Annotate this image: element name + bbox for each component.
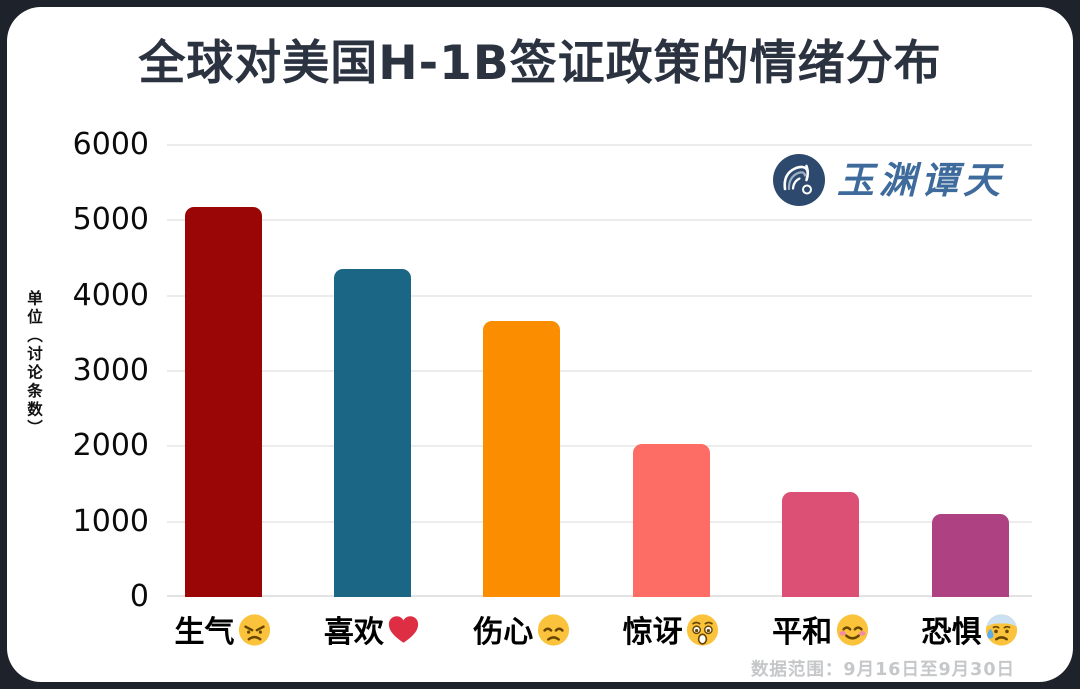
gridline-4000	[167, 294, 1032, 297]
data-range-note: 数据范围：9月16日至9月30日	[750, 660, 1015, 680]
x-axis-baseline	[167, 595, 1032, 597]
gridline-5000	[167, 219, 1032, 222]
bar-astonished	[632, 444, 710, 597]
category-text: 生气	[174, 615, 235, 650]
brand-logo: 玉渊谭天	[772, 153, 1005, 207]
y-tick-5000: 5000	[72, 202, 149, 238]
gridline-2000	[167, 445, 1032, 448]
category-label-blush: 平和	[772, 606, 869, 652]
category-text: 平和	[772, 615, 833, 650]
bar-anxious	[931, 514, 1009, 597]
y-axis-ticks: 0 1000 2000 3000 4000 5000 6000	[7, 127, 149, 614]
wave-logo-icon	[773, 154, 825, 206]
angry-emoji-icon	[238, 614, 271, 646]
y-tick-0: 0	[129, 579, 149, 614]
anxious-emoji-icon	[985, 614, 1018, 646]
astonished-emoji-icon	[687, 614, 719, 646]
bar-blush	[782, 491, 860, 597]
gridline-6000	[167, 144, 1032, 146]
y-tick-1000: 1000	[72, 503, 149, 539]
category-label-astonished: 惊讶	[623, 606, 720, 652]
bar-angry	[184, 206, 262, 597]
category-text: 喜欢	[323, 615, 384, 650]
gridline-3000	[167, 370, 1032, 372]
sad-emoji-icon	[537, 614, 569, 646]
blush-emoji-icon	[836, 614, 868, 646]
category-text: 恐惧	[921, 615, 982, 650]
gridline-1000	[167, 520, 1032, 523]
y-axis-label: 单位（讨论条数）	[25, 290, 43, 438]
category-label-angry: 生气	[175, 606, 272, 652]
category-label-heart: 喜欢	[324, 606, 421, 652]
chart-card: 全球对美国H-1B签证政策的情绪分布 玉渊谭天 单位（讨论条数） 0 1000 20…	[7, 7, 1073, 682]
y-tick-4000: 4000	[72, 277, 149, 313]
heart-emoji-icon	[389, 616, 419, 643]
plot-area	[167, 144, 1032, 597]
bar-heart	[333, 268, 411, 597]
category-label-anxious: 恐惧	[922, 606, 1019, 652]
y-tick-2000: 2000	[72, 428, 149, 464]
chart-title: 全球对美国H-1B签证政策的情绪分布	[138, 36, 942, 91]
brand-name: 玉渊谭天	[837, 158, 1005, 202]
y-tick-6000: 6000	[72, 127, 149, 162]
bar-sad	[483, 320, 561, 597]
x-axis-labels: 生气 喜欢 伤心 惊讶 平和 恐惧	[167, 606, 1032, 652]
category-text: 惊讶	[622, 615, 683, 650]
category-label-sad: 伤心	[473, 606, 570, 652]
y-tick-3000: 3000	[72, 353, 149, 388]
category-text: 伤心	[473, 615, 534, 650]
